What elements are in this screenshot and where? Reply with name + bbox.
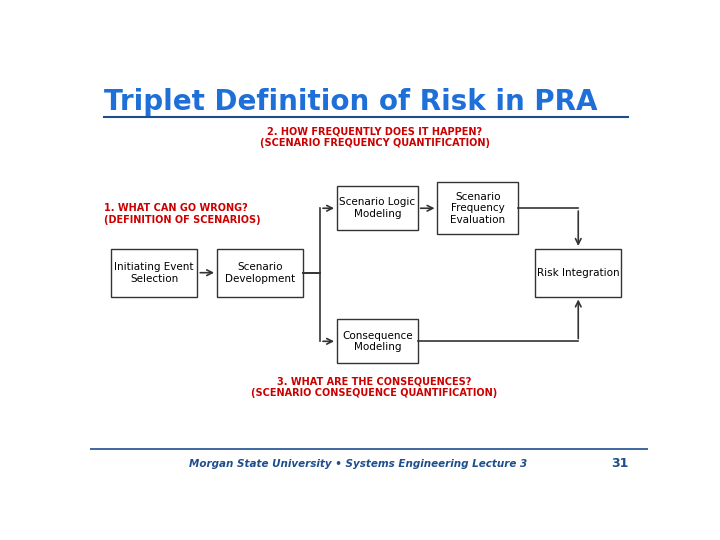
Bar — [337, 320, 418, 363]
Text: Consequence
Modeling: Consequence Modeling — [342, 330, 413, 352]
Text: Scenario Logic
Modeling: Scenario Logic Modeling — [339, 198, 415, 219]
Text: Morgan State University • Systems Engineering Lecture 3: Morgan State University • Systems Engine… — [189, 459, 527, 469]
Bar — [111, 249, 197, 296]
Text: Initiating Event
Selection: Initiating Event Selection — [114, 262, 194, 284]
Text: 1. WHAT CAN GO WRONG?
(DEFINITION OF SCENARIOS): 1. WHAT CAN GO WRONG? (DEFINITION OF SCE… — [104, 203, 261, 225]
Bar — [535, 249, 621, 296]
Text: Triplet Definition of Risk in PRA: Triplet Definition of Risk in PRA — [104, 87, 598, 116]
Text: Risk Integration: Risk Integration — [537, 268, 620, 278]
Bar — [217, 249, 303, 296]
Text: Scenario
Development: Scenario Development — [225, 262, 295, 284]
Bar — [437, 183, 518, 234]
Text: Scenario
Frequency
Evaluation: Scenario Frequency Evaluation — [450, 192, 505, 225]
Text: 3. WHAT ARE THE CONSEQUENCES?
(SCENARIO CONSEQUENCE QUANTIFICATION): 3. WHAT ARE THE CONSEQUENCES? (SCENARIO … — [251, 377, 498, 399]
Text: 31: 31 — [611, 457, 629, 470]
Text: 2. HOW FREQUENTLY DOES IT HAPPEN?
(SCENARIO FREQUENCY QUANTIFICATION): 2. HOW FREQUENTLY DOES IT HAPPEN? (SCENA… — [260, 126, 490, 148]
Bar — [337, 186, 418, 230]
